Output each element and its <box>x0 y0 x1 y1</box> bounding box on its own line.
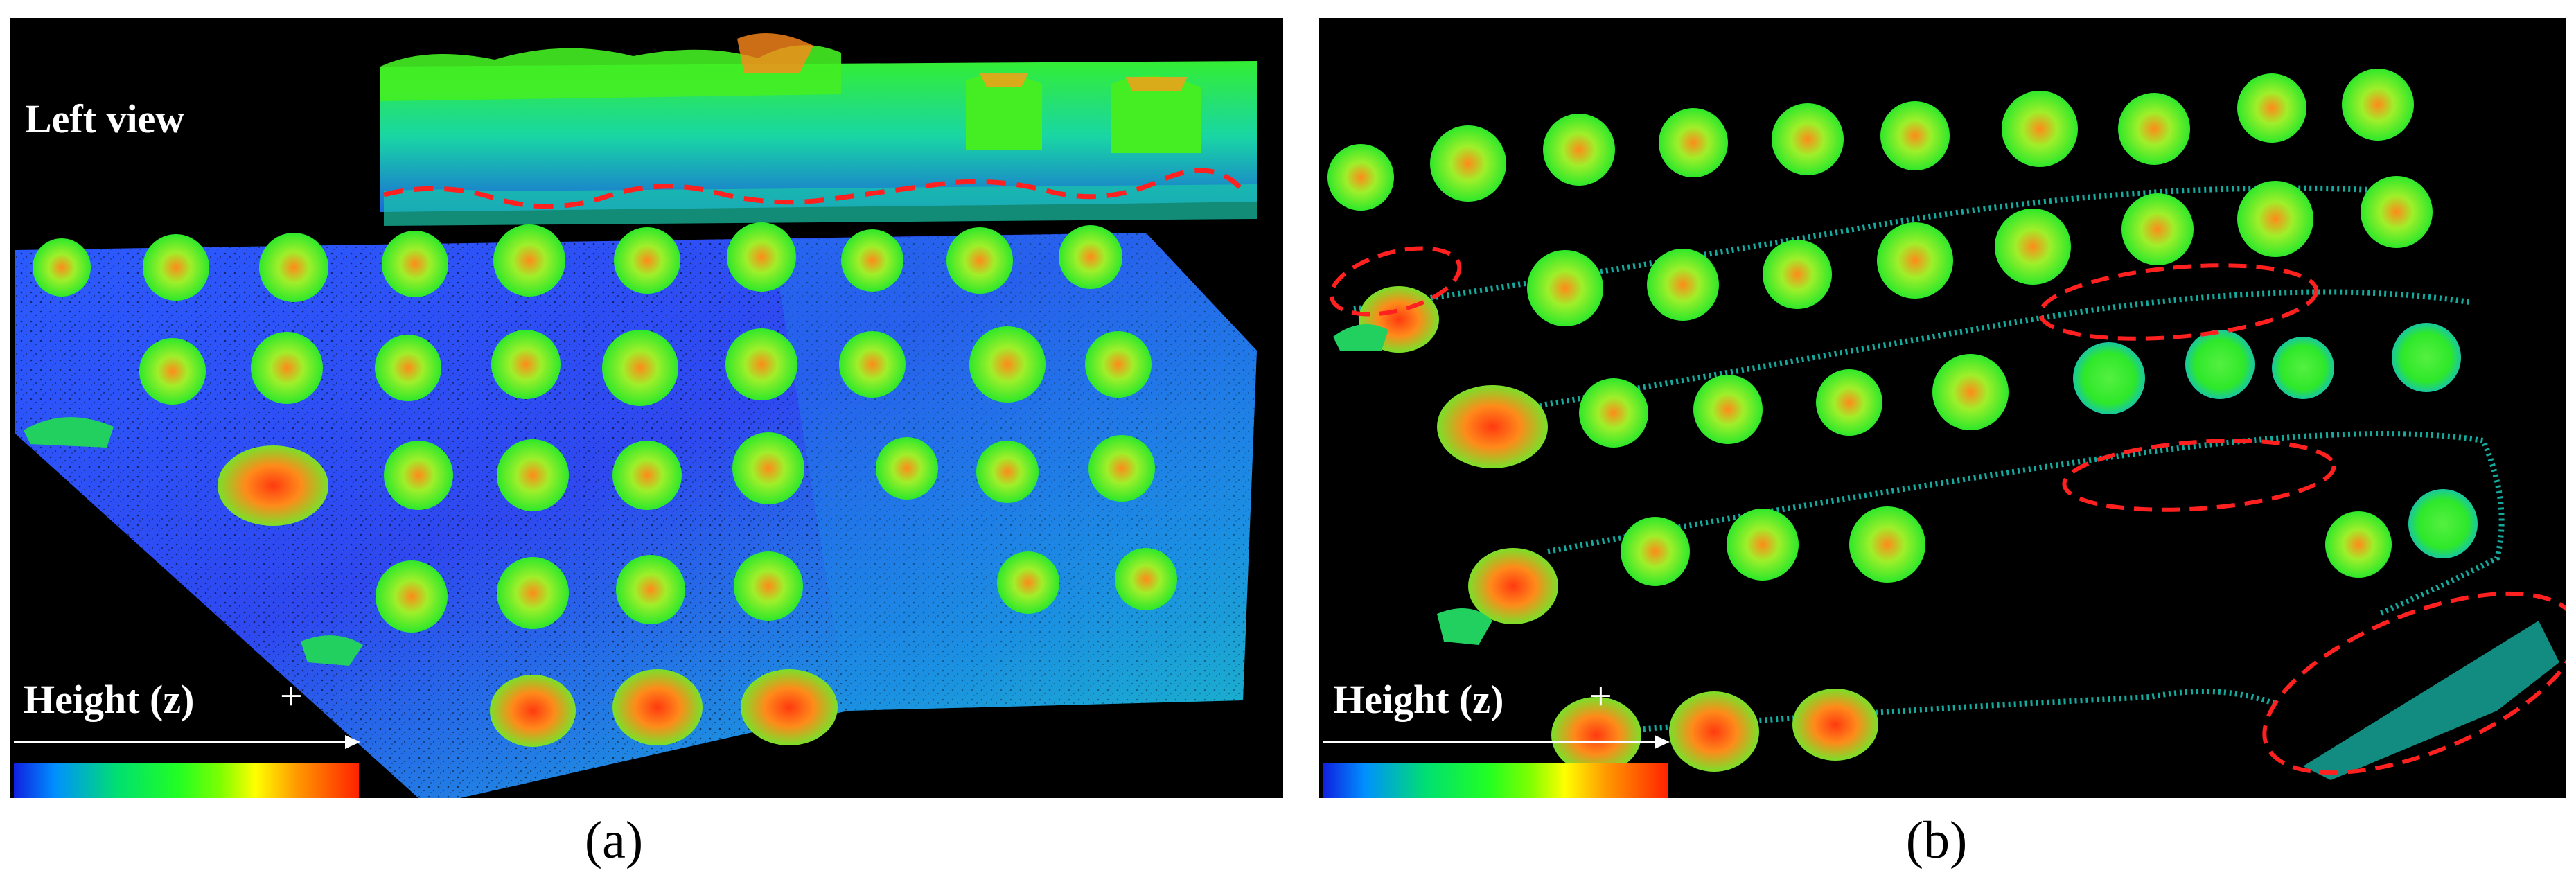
height-arrow-line-b <box>1323 741 1656 743</box>
height-legend-label-a: Height (z) <box>24 677 195 722</box>
caption-b: (b) <box>1905 811 1968 869</box>
height-legend-plus-a: + <box>280 673 303 718</box>
tree-crowns-b <box>1327 69 2478 773</box>
height-colorbar-b <box>1323 763 1668 798</box>
point-cloud-panel-b: Height (z) + <box>1319 18 2566 798</box>
point-cloud-b-graphic <box>1327 69 2566 780</box>
height-colorbar-a <box>14 763 359 798</box>
ground-trails-b <box>1353 185 2505 734</box>
height-arrow-head-b <box>1655 735 1670 749</box>
caption-a: (a) <box>584 811 644 869</box>
ground-patch-b <box>2303 621 2559 780</box>
highlight-ellipses-b <box>1329 246 2566 775</box>
left-view-label: Left view <box>25 96 185 141</box>
tree-crowns-a <box>24 222 1177 747</box>
point-cloud-a-graphic <box>15 33 1257 798</box>
height-legend-plus-b: + <box>1589 673 1612 718</box>
height-legend-label-b: Height (z) <box>1333 677 1504 722</box>
left-view-inset <box>380 33 1257 226</box>
point-cloud-panel-a: Left view Height (z) + <box>10 18 1283 798</box>
height-arrow-head-a <box>345 735 360 749</box>
height-arrow-line-a <box>14 741 346 743</box>
